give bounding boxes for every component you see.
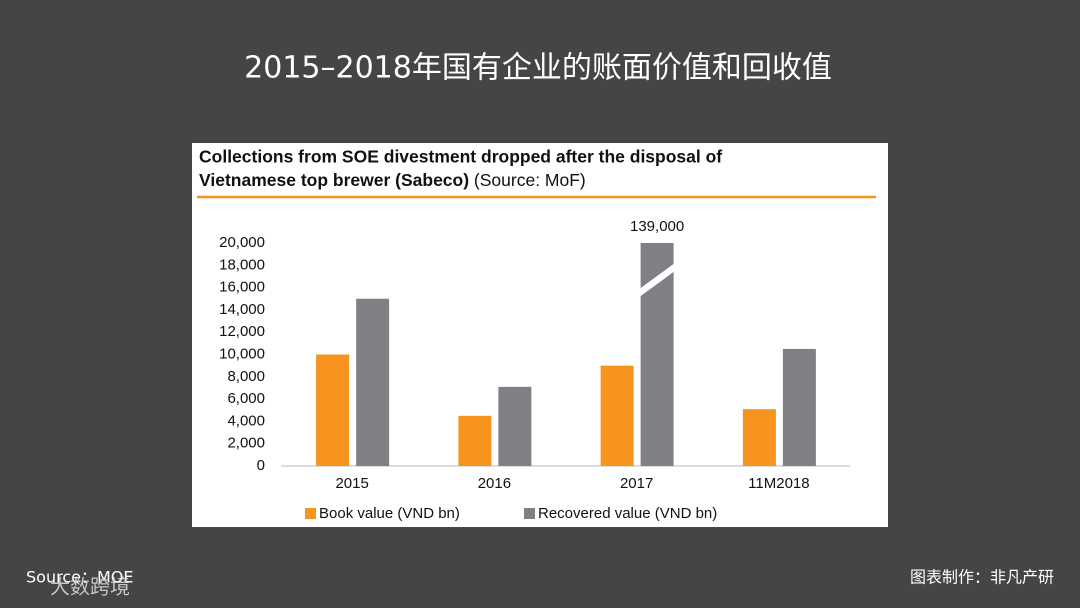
footer-credit: 图表制作：非凡产研 [910,568,1054,587]
bar [356,298,390,466]
axis-break [636,261,678,299]
bar [600,365,634,466]
y-tick-label: 18,000 [219,256,265,273]
slide-title: 2015–2018年国有企业的账面价值和回收值 [244,51,832,86]
y-tick-label: 2,000 [227,435,265,452]
bar [498,386,532,466]
bar [742,409,776,466]
legend-label: Recovered value (VND bn) [538,505,717,522]
legend-swatch [305,508,316,519]
y-tick-label: 12,000 [219,323,265,340]
y-tick-label: 20,000 [219,234,265,251]
y-tick-label: 16,000 [219,279,265,296]
bar [782,348,816,466]
x-tick-label: 2017 [620,475,653,492]
y-tick-label: 14,000 [219,301,265,318]
watermark: 大数跨境 [50,575,130,599]
chart-source: (Source: MoF) [474,170,586,190]
bar [316,354,350,466]
chart-title: Vietnamese top brewer (Sabeco) (Source: … [199,170,586,190]
x-tick-label: 2016 [478,475,511,492]
y-tick-label: 0 [257,457,265,474]
chart-panel [192,143,888,527]
y-tick-label: 4,000 [227,412,265,429]
value-label: 139,000 [630,218,684,235]
footer-source: Source：MOE [26,568,133,587]
bar [458,415,492,466]
x-tick-label: 2015 [335,475,368,492]
chart-title: Vietnamese top brewer (Sabeco) [199,170,469,190]
y-tick-label: 10,000 [219,345,265,362]
x-tick-label: 11M2018 [748,475,809,492]
legend-swatch [524,508,535,519]
legend-label: Book value (VND bn) [319,505,460,522]
y-tick-label: 8,000 [227,368,265,385]
chart-title: Collections from SOE divestment dropped … [199,147,722,167]
y-tick-label: 6,000 [227,390,265,407]
